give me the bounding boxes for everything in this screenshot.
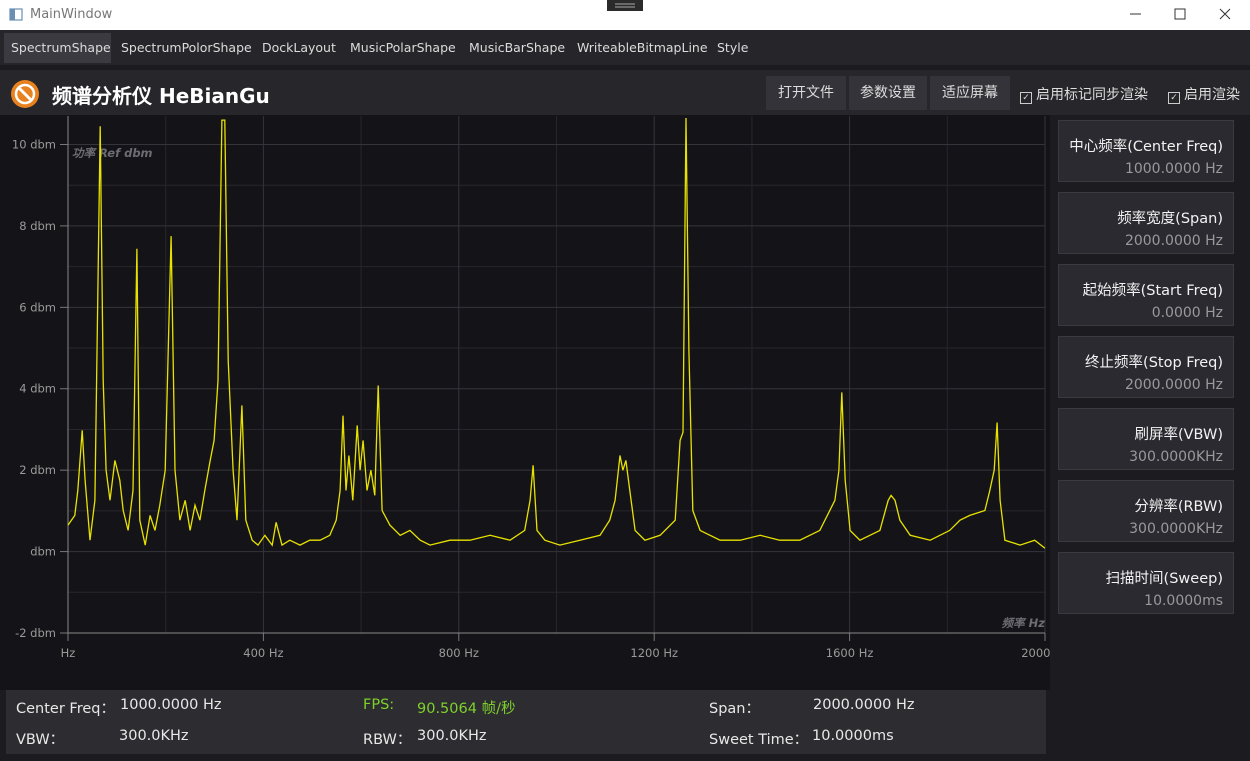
param-label: 中心频率(Center Freq)	[1069, 139, 1223, 155]
spectrum-line	[67, 117, 1046, 549]
check-box[interactable]: ✓	[1020, 92, 1032, 104]
tab[interactable]: Style	[717, 40, 749, 55]
x-tick-label: 800 Hz	[439, 646, 479, 660]
y-tick-label: 10 dbm	[12, 137, 56, 151]
button[interactable]: 适应屏幕	[930, 76, 1010, 110]
status-label: Sweet Time：	[709, 732, 809, 748]
param-label: 分辨率(RBW)	[1134, 499, 1223, 515]
checkbox[interactable]: ✓ 启用渲染	[1168, 84, 1240, 104]
y-tick-label: 6 dbm	[19, 300, 56, 314]
checkbox-label: 启用渲染	[1184, 87, 1240, 103]
param-card: 分辨率(RBW) 300.0000KHz	[1058, 480, 1234, 542]
param-value: 2000.0000 Hz	[1124, 377, 1223, 393]
status-value: 10.0000ms	[812, 728, 894, 744]
param-card: 中心频率(Center Freq) 1000.0000 Hz	[1058, 120, 1234, 182]
window-title: MainWindow	[30, 7, 113, 22]
check-box[interactable]: ✓	[1168, 92, 1180, 104]
status-bar: Center Freq： 1000.0000 Hz FPS: 90.5064 帧/秒 S…	[6, 690, 1046, 754]
tab-bar	[0, 30, 1250, 65]
checkbox-label: 启用标记同步渲染	[1036, 87, 1148, 103]
y-axis-label: 功率 Ref dbm	[72, 146, 153, 160]
param-value: 1000.0000 Hz	[1124, 161, 1223, 177]
y-tick-label: 2 dbm	[19, 463, 56, 477]
spectrum-chart: -2 dbm dbm 2 dbm 4 dbm 6 dbm 8 dbm 10 dbm Hz 400…	[0, 115, 1050, 690]
x-tick-label: Hz	[61, 646, 76, 660]
status-label: RBW：	[363, 732, 412, 748]
param-card: 终止频率(Stop Freq) 2000.0000 Hz	[1058, 336, 1234, 398]
status-value: 2000.0000 Hz	[813, 697, 915, 713]
tab[interactable]: MusicPolarShape	[350, 40, 456, 55]
tab[interactable]: SpectrumShape	[11, 40, 111, 55]
status-value: 1000.0000 Hz	[120, 697, 222, 713]
param-label: 起始频率(Start Freq)	[1082, 283, 1223, 299]
param-value: 2000.0000 Hz	[1124, 233, 1223, 249]
x-tick-label: 400 Hz	[243, 646, 283, 660]
status-label: VBW：	[16, 732, 65, 748]
selected-tab-bg	[4, 33, 111, 63]
maximize-button[interactable]	[1174, 8, 1186, 20]
status-value: 300.0KHz	[119, 728, 189, 744]
close-button[interactable]	[1219, 8, 1231, 20]
tabs: SpectrumShape SpectrumPolorShape DockLayou…	[0, 30, 1250, 65]
status-value: 90.5064 帧/秒	[417, 701, 516, 717]
param-card: 刷屏率(VBW) 300.0000KHz	[1058, 408, 1234, 470]
logo	[11, 80, 39, 108]
status-label: Center Freq：	[16, 701, 115, 717]
y-tick-label: 8 dbm	[19, 219, 56, 233]
header	[0, 70, 1250, 115]
param-label: 终止频率(Stop Freq)	[1085, 355, 1223, 371]
param-label: 刷屏率(VBW)	[1134, 427, 1223, 443]
status-value: 300.0KHz	[417, 728, 487, 744]
param-card: 频率宽度(Span) 2000.0000 Hz	[1058, 192, 1234, 254]
param-value: 0.0000 Hz	[1151, 305, 1223, 321]
checkbox[interactable]: ✓ 启用标记同步渲染	[1020, 84, 1148, 104]
x-tick-label: 1200 Hz	[630, 646, 678, 660]
status-label: FPS:	[363, 697, 395, 713]
status-label: Span：	[709, 701, 760, 717]
y-tick-label: dbm	[30, 545, 56, 559]
param-card: 起始频率(Start Freq) 0.0000 Hz	[1058, 264, 1234, 326]
tab[interactable]: MusicBarShape	[469, 40, 566, 55]
app-title: 频谱分析仪 HeBianGu	[52, 84, 270, 108]
tab[interactable]: SpectrumPolorShape	[121, 40, 252, 55]
param-label: 频率宽度(Span)	[1117, 211, 1223, 227]
param-value: 300.0000KHz	[1129, 521, 1223, 537]
y-tick-label: 4 dbm	[19, 382, 56, 396]
y-tick-label: -2 dbm	[15, 626, 56, 640]
param-value: 10.0000ms	[1144, 593, 1223, 609]
x-tick-label: 2000 Hz	[1021, 646, 1050, 660]
param-label: 扫描时间(Sweep)	[1105, 571, 1223, 587]
tab[interactable]: WriteableBitmapLine	[577, 40, 708, 55]
window-chrome	[9, 0, 1231, 21]
button[interactable]: 打开文件	[766, 76, 846, 110]
button[interactable]: 参数设置	[849, 76, 927, 110]
x-axis-label: 频率 Hz	[1002, 616, 1046, 630]
param-card: 扫描时间(Sweep) 10.0000ms	[1058, 552, 1234, 614]
x-tick-label: 1600 Hz	[826, 646, 874, 660]
param-value: 300.0000KHz	[1129, 449, 1223, 465]
tab[interactable]: DockLayout	[262, 40, 336, 55]
